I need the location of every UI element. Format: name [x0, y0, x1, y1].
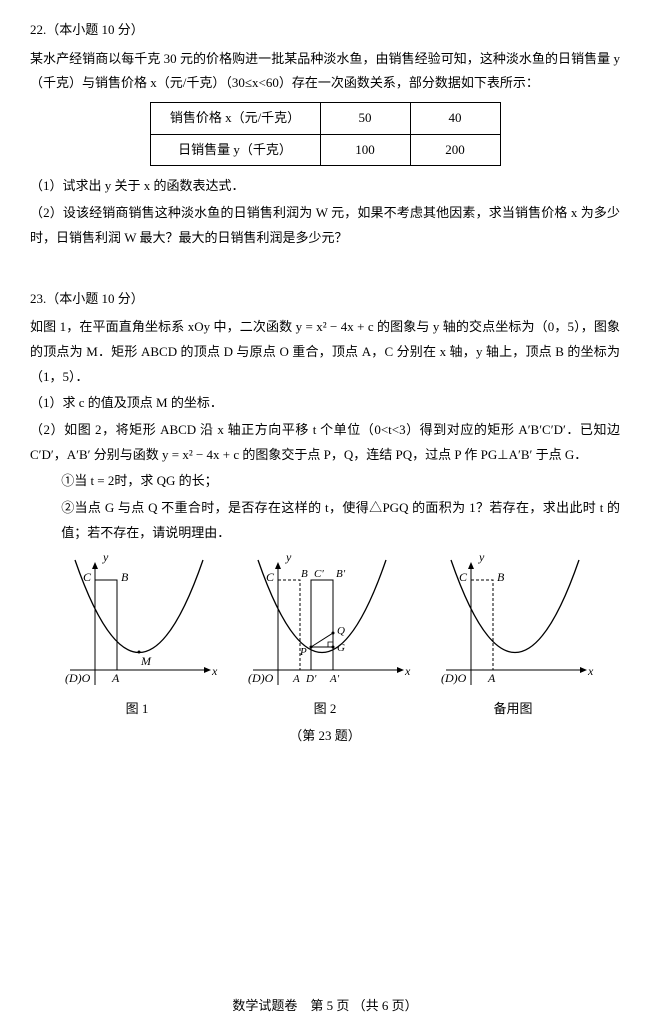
svg-text:y: y [285, 555, 292, 564]
svg-text:y: y [478, 555, 485, 564]
q23-p1: 如图 1，在平面直角坐标系 xOy 中，二次函数 y = x² − 4x + c… [30, 315, 620, 389]
svg-text:M: M [140, 654, 152, 668]
fig3-caption: 备用图 [431, 697, 596, 722]
q23-p2: （1）求 c 的值及顶点 M 的坐标． [30, 391, 620, 416]
svg-text:(D)O: (D)O [248, 671, 274, 685]
q22-p2: （1）试求出 y 关于 x 的函数表达式． [30, 174, 620, 199]
svg-text:C: C [83, 570, 92, 584]
svg-text:D′: D′ [305, 673, 317, 685]
svg-text:A′: A′ [329, 673, 340, 685]
svg-text:C: C [459, 570, 468, 584]
svg-text:x: x [404, 664, 411, 678]
svg-text:G: G [337, 642, 345, 654]
svg-text:Q: Q [337, 625, 345, 637]
q23-p4: ①当 t = 2时，求 QG 的长； [30, 469, 620, 494]
svg-text:A: A [487, 671, 496, 685]
q23-p5: ②当点 G 与点 Q 不重合时，是否存在这样的 t，使得△PGQ 的面积为 1？… [30, 496, 620, 545]
table-row: 销售价格 x（元/千克） 50 40 [150, 103, 500, 135]
figure-spare: y x (D)O A C B 备用图 [431, 555, 596, 722]
svg-text:P: P [299, 646, 307, 658]
fig2-caption: 图 2 [238, 697, 413, 722]
figure-2: y x (D)O A D′ A′ C B C′ B′ P Q G 图 2 [238, 555, 413, 722]
cell: 40 [410, 103, 500, 135]
overall-caption: （第 23 题） [30, 724, 620, 749]
svg-text:(D)O: (D)O [441, 671, 467, 685]
svg-text:C: C [266, 570, 275, 584]
svg-text:(D)O: (D)O [65, 671, 91, 685]
q22-p1: 某水产经销商以每千克 30 元的价格购进一批某品种淡水鱼，由销售经验可知，这种淡… [30, 47, 620, 96]
spacer [30, 253, 620, 287]
q23-p3: （2）如图 2，将矩形 ABCD 沿 x 轴正方向平移 t 个单位（0<t<3）… [30, 418, 620, 467]
figures-row: y x (D)O A C B M 图 1 [30, 555, 620, 722]
cell: 50 [320, 103, 410, 135]
svg-text:B: B [301, 568, 308, 580]
table-row: 日销售量 y（千克） 100 200 [150, 134, 500, 166]
fig1-caption: 图 1 [55, 697, 220, 722]
svg-text:B: B [497, 570, 505, 584]
svg-text:A: A [292, 673, 300, 685]
cell: 日销售量 y（千克） [150, 134, 320, 166]
cell: 销售价格 x（元/千克） [150, 103, 320, 135]
svg-text:C′: C′ [314, 568, 324, 580]
q22-heading: 22.（本小题 10 分） [30, 18, 620, 43]
svg-text:x: x [587, 664, 594, 678]
svg-text:y: y [102, 555, 109, 564]
svg-text:A: A [111, 671, 120, 685]
q22-p3: （2）设该经销商销售这种淡水鱼的日销售利润为 W 元，如果不考虑其他因素，求当销… [30, 201, 620, 250]
cell: 100 [320, 134, 410, 166]
figure-1: y x (D)O A C B M 图 1 [55, 555, 220, 722]
svg-text:x: x [211, 664, 218, 678]
q23-heading: 23.（本小题 10 分） [30, 287, 620, 312]
svg-text:B′: B′ [336, 568, 346, 580]
svg-text:B: B [121, 570, 129, 584]
q22-table: 销售价格 x（元/千克） 50 40 日销售量 y（千克） 100 200 [150, 102, 501, 166]
page-footer: 数学试题卷 第 5 页 （共 6 页） [30, 994, 620, 1019]
cell: 200 [410, 134, 500, 166]
